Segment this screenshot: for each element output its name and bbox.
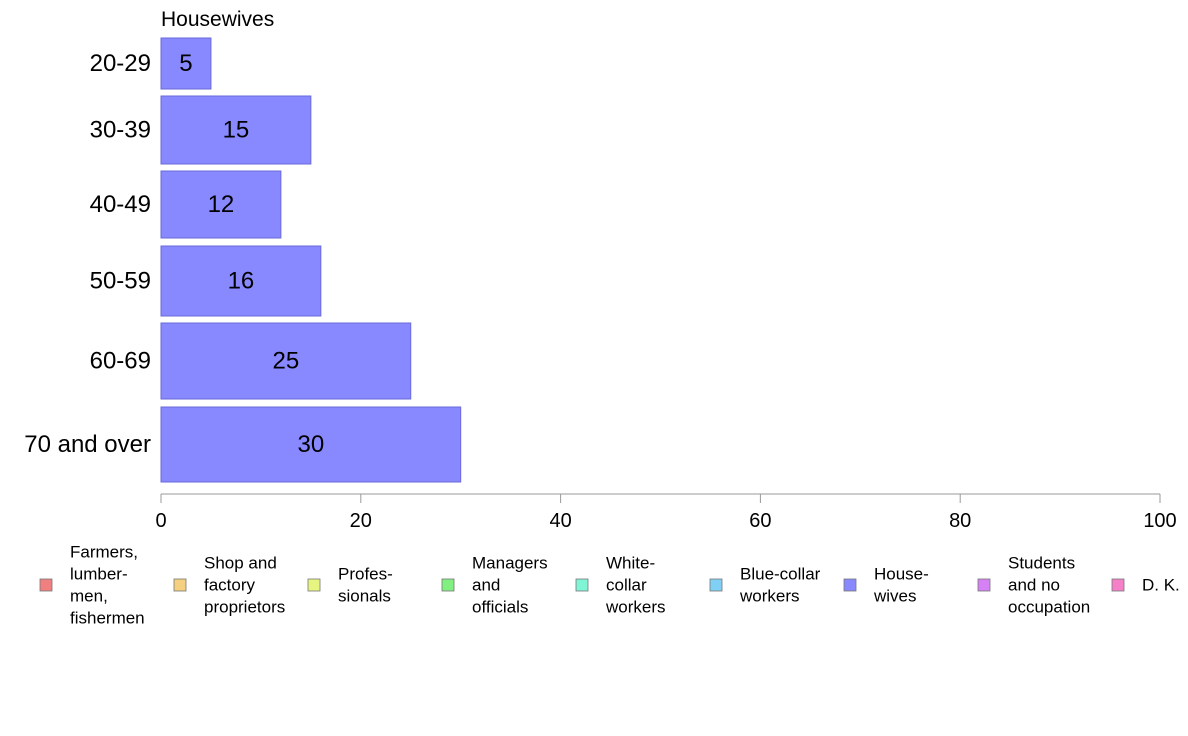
legend-swatch bbox=[977, 578, 991, 592]
bar-50-59 bbox=[160, 245, 322, 317]
legend-swatch bbox=[39, 578, 53, 592]
legend-entry: Shop and factory proprietors bbox=[173, 554, 285, 617]
legend-entry: White-collar workers bbox=[575, 554, 666, 617]
legend-label: House-wives bbox=[873, 565, 929, 606]
x-tick-label: 100 bbox=[1143, 510, 1176, 532]
legend-label: Shop and factory proprietors bbox=[204, 554, 285, 617]
bar-60-69 bbox=[160, 322, 412, 400]
legend-entry: Farmers, lumber-men, fishermen bbox=[39, 543, 145, 628]
legend-label: Farmers, lumber-men, fishermen bbox=[70, 543, 145, 628]
category-labels: 20-29 30-39 40-49 50-59 60-69 70 and over bbox=[24, 50, 151, 458]
legend-swatch bbox=[173, 578, 187, 592]
bar-40-49 bbox=[160, 170, 282, 239]
legend-label: Students and no occupation bbox=[1008, 554, 1090, 617]
category-label: 20-29 bbox=[90, 50, 151, 77]
category-label: 70 and over bbox=[24, 431, 151, 458]
legend-label: White-collar workers bbox=[605, 554, 666, 617]
legend-swatch bbox=[441, 578, 455, 592]
category-label: 50-59 bbox=[90, 268, 151, 295]
chart-title: Housewives bbox=[161, 8, 274, 31]
legend: Farmers, lumber-men, fishermen Shop and fact… bbox=[39, 543, 1180, 628]
bar-70-and-over bbox=[160, 406, 462, 483]
bar-value-label: 12 bbox=[208, 191, 235, 218]
x-tick-label: 60 bbox=[749, 510, 771, 532]
legend-entry: House-wives bbox=[843, 565, 929, 606]
legend-label: Blue-collar workers bbox=[739, 565, 821, 606]
legend-swatch bbox=[709, 578, 723, 592]
category-label: 40-49 bbox=[90, 191, 151, 218]
bar-30-39 bbox=[160, 95, 312, 165]
legend-label: Managers and officials bbox=[472, 554, 548, 617]
category-label: 30-39 bbox=[90, 117, 151, 144]
x-tick-label: 20 bbox=[350, 510, 372, 532]
legend-entry: Profes-sionals bbox=[307, 565, 393, 606]
legend-swatch bbox=[575, 578, 589, 592]
legend-entry: Students and no occupation bbox=[977, 554, 1090, 617]
bar-value-label: 30 bbox=[297, 431, 324, 458]
x-tick-label: 40 bbox=[549, 510, 571, 532]
bars-group: 5 15 12 16 25 30 bbox=[160, 37, 462, 483]
legend-swatch bbox=[843, 578, 857, 592]
bar-value-label: 5 bbox=[179, 50, 192, 77]
x-axis: 0 20 40 60 80 100 bbox=[155, 493, 1177, 532]
legend-swatch bbox=[1111, 578, 1125, 592]
legend-entry: Managers and officials bbox=[441, 554, 548, 617]
bar-20-29 bbox=[160, 37, 212, 90]
bar-value-label: 15 bbox=[223, 117, 250, 144]
legend-label: D. K. bbox=[1142, 576, 1180, 595]
x-tick-label: 0 bbox=[155, 510, 166, 532]
legend-entry: Blue-collar workers bbox=[709, 565, 821, 606]
legend-entry: D. K. bbox=[1111, 576, 1180, 595]
bar-value-label: 25 bbox=[273, 348, 300, 375]
legend-label: Profes-sionals bbox=[338, 565, 393, 606]
category-label: 60-69 bbox=[90, 348, 151, 375]
x-tick-label: 80 bbox=[949, 510, 971, 532]
bar-value-label: 16 bbox=[228, 268, 255, 295]
legend-swatch bbox=[307, 578, 321, 592]
